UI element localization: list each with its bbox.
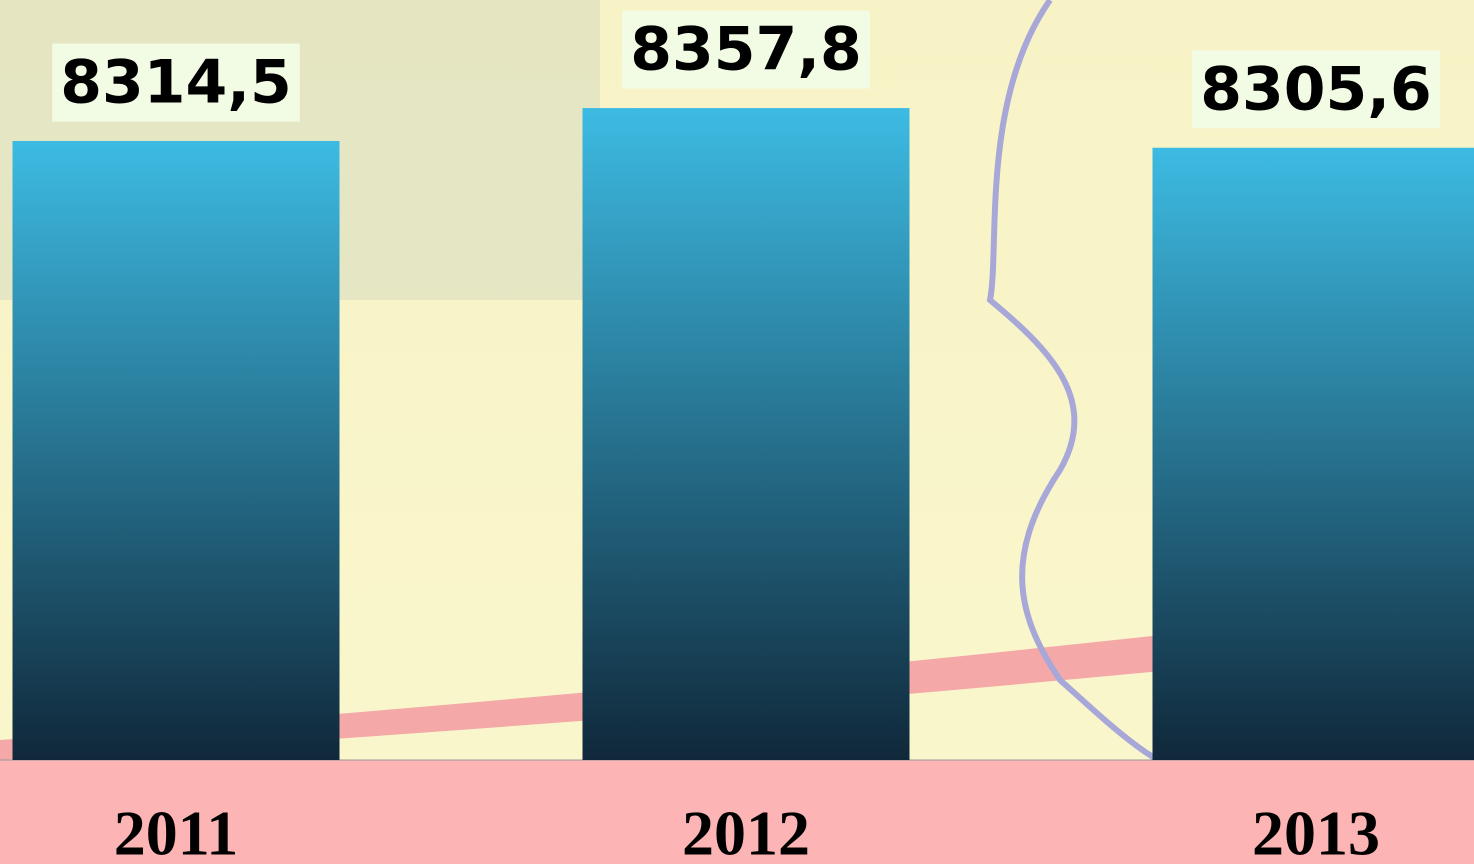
- bar: [1152, 147, 1474, 760]
- value-label-box: [622, 10, 870, 89]
- x-tick-label: 2013: [1252, 798, 1380, 864]
- value-label: 8305,6: [1200, 54, 1432, 124]
- value-label: 8314,5: [60, 48, 292, 118]
- value-label-box: [52, 43, 300, 122]
- floor-band: [0, 760, 1474, 864]
- x-tick-label: 2012: [682, 798, 810, 864]
- bar: [12, 140, 340, 761]
- x-tick-label: 2011: [114, 798, 238, 864]
- bar: [582, 108, 910, 760]
- value-label: 8357,8: [630, 15, 862, 85]
- value-label-box: [1192, 50, 1440, 129]
